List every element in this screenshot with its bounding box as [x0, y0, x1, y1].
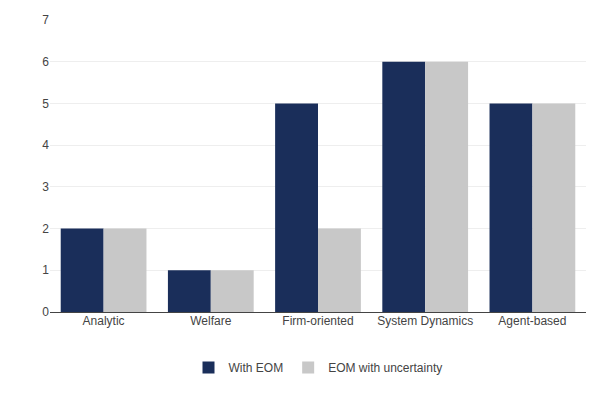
- svg-text:2: 2: [42, 222, 49, 236]
- svg-text:5: 5: [42, 97, 49, 111]
- svg-text:1: 1: [42, 263, 49, 277]
- svg-text:0: 0: [42, 305, 49, 319]
- svg-text:System Dynamics: System Dynamics: [377, 314, 473, 328]
- svg-text:Analytic: Analytic: [83, 314, 125, 328]
- svg-text:7: 7: [42, 13, 49, 27]
- svg-text:3: 3: [42, 180, 49, 194]
- svg-text:4: 4: [42, 138, 49, 152]
- svg-text:Welfare: Welfare: [190, 314, 231, 328]
- svg-text:Firm-oriented: Firm-oriented: [282, 314, 353, 328]
- svg-text:Agent-based: Agent-based: [498, 314, 566, 328]
- svg-text:With EOM: With EOM: [229, 361, 284, 375]
- svg-text:EOM with uncertainty: EOM with uncertainty: [328, 361, 442, 375]
- svg-text:6: 6: [42, 55, 49, 69]
